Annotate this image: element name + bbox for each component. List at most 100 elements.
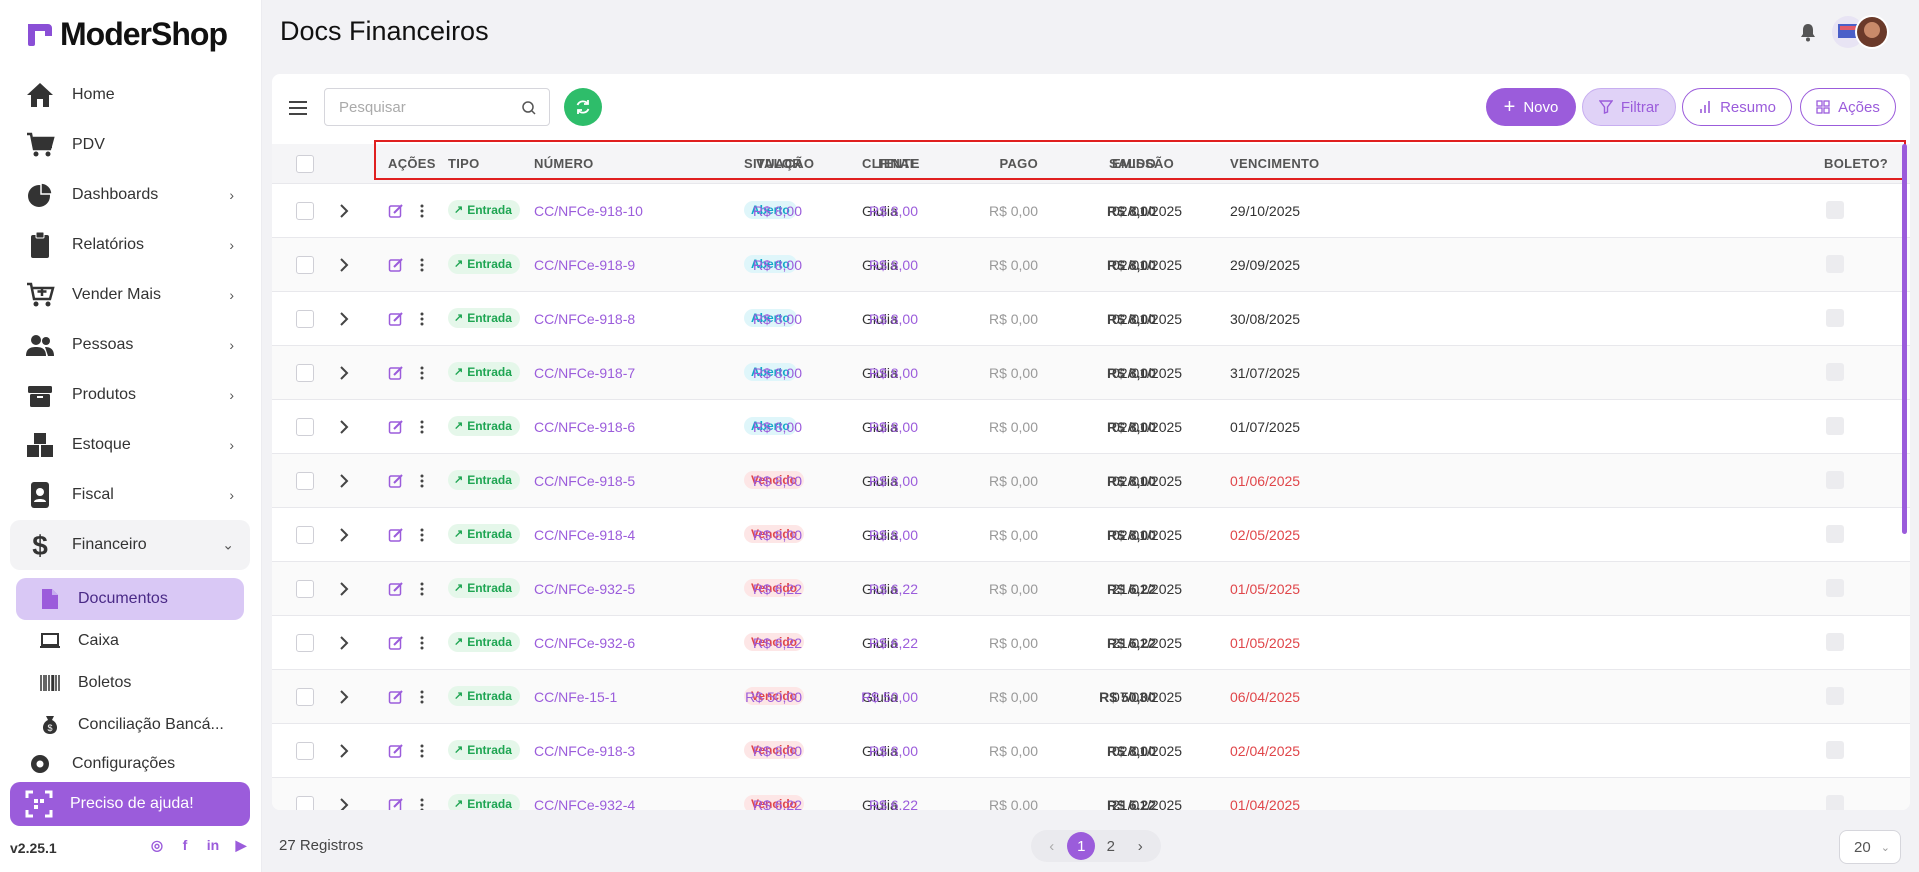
- edit-icon[interactable]: [388, 797, 404, 810]
- page-1-button[interactable]: 1: [1067, 832, 1096, 860]
- table-scrollbar[interactable]: [1902, 144, 1907, 534]
- more-vertical-icon[interactable]: [418, 526, 426, 544]
- col-emissao[interactable]: EMISSÃO: [1112, 156, 1175, 171]
- more-vertical-icon[interactable]: [418, 688, 426, 706]
- table-row[interactable]: ↗ Entrada CC/NFCe-918-3 Vencido Giulia 02…: [272, 724, 1910, 778]
- col-situacao[interactable]: SITUAÇÃO: [744, 156, 815, 171]
- chevron-right-icon[interactable]: [334, 201, 354, 221]
- prev-page-button[interactable]: ‹: [1049, 837, 1055, 855]
- actions-button[interactable]: Ações: [1800, 88, 1896, 126]
- document-number-link[interactable]: CC/NFCe-918-8: [534, 311, 636, 327]
- row-checkbox[interactable]: [296, 796, 314, 810]
- table-row[interactable]: ↗ Entrada CC/NFCe-918-4 Vencido Giulia 02…: [272, 508, 1910, 562]
- boleto-checkbox[interactable]: [1826, 687, 1844, 705]
- chevron-right-icon[interactable]: [334, 579, 354, 599]
- new-button[interactable]: + Novo: [1486, 88, 1576, 126]
- row-checkbox[interactable]: [296, 742, 314, 760]
- per-page-select[interactable]: 20 ⌄: [1839, 830, 1901, 864]
- col-cliente[interactable]: CLIENTE: [862, 156, 920, 171]
- document-number-link[interactable]: CC/NFCe-918-7: [534, 365, 636, 381]
- more-vertical-icon[interactable]: [418, 472, 426, 490]
- row-checkbox[interactable]: [296, 526, 314, 544]
- more-vertical-icon[interactable]: [418, 202, 426, 220]
- boleto-checkbox[interactable]: [1826, 363, 1844, 381]
- chevron-right-icon[interactable]: [334, 363, 354, 383]
- edit-icon[interactable]: [388, 581, 404, 597]
- logo[interactable]: ModerShop: [26, 16, 228, 52]
- sidebar-item-configuracoes[interactable]: Configurações: [10, 746, 250, 782]
- row-checkbox[interactable]: [296, 634, 314, 652]
- boleto-checkbox[interactable]: [1826, 309, 1844, 327]
- search-input[interactable]: [325, 89, 505, 125]
- sidebar-item-financeiro[interactable]: $ Financeiro ⌄: [10, 520, 250, 570]
- document-number-link[interactable]: CC/NFe-15-1: [534, 689, 618, 705]
- boleto-checkbox[interactable]: [1826, 255, 1844, 273]
- boleto-checkbox[interactable]: [1826, 795, 1844, 810]
- row-checkbox[interactable]: [296, 688, 314, 706]
- table-row[interactable]: ↗ Entrada CC/NFCe-918-8 Aberto Giulia 02/…: [272, 292, 1910, 346]
- col-boleto[interactable]: BOLETO?: [1824, 156, 1888, 171]
- table-row[interactable]: ↗ Entrada CC/NFe-15-1 Vencido Giulia 07/0…: [272, 670, 1910, 724]
- document-number-link[interactable]: CC/NFCe-918-10: [534, 203, 643, 219]
- more-vertical-icon[interactable]: [418, 364, 426, 382]
- linkedin-icon[interactable]: in: [206, 837, 220, 853]
- hamburger-menu-icon[interactable]: [286, 96, 310, 120]
- boleto-checkbox[interactable]: [1826, 579, 1844, 597]
- edit-icon[interactable]: [388, 743, 404, 759]
- summary-button[interactable]: Resumo: [1682, 88, 1792, 126]
- edit-icon[interactable]: [388, 365, 404, 381]
- table-row[interactable]: ↗ Entrada CC/NFCe-918-5 Vencido Giulia 02…: [272, 454, 1910, 508]
- sidebar-item-pessoas[interactable]: Pessoas ›: [10, 320, 250, 370]
- select-all-checkbox[interactable]: [296, 155, 314, 173]
- edit-icon[interactable]: [388, 203, 404, 219]
- table-row[interactable]: ↗ Entrada CC/NFCe-918-9 Aberto Giulia 02/…: [272, 238, 1910, 292]
- boleto-checkbox[interactable]: [1826, 741, 1844, 759]
- col-saldo[interactable]: SALDO: [1109, 156, 1156, 171]
- subnav-item-0[interactable]: Documentos: [16, 578, 244, 620]
- boleto-checkbox[interactable]: [1826, 471, 1844, 489]
- bell-icon[interactable]: [1798, 22, 1818, 42]
- subnav-item-3[interactable]: $ Conciliação Bancá...: [16, 704, 244, 746]
- more-vertical-icon[interactable]: [418, 742, 426, 760]
- youtube-icon[interactable]: ▶: [235, 836, 247, 853]
- table-row[interactable]: ↗ Entrada CC/NFCe-918-10 Aberto Giulia 02…: [272, 184, 1910, 238]
- facebook-icon[interactable]: f: [182, 837, 188, 853]
- row-checkbox[interactable]: [296, 310, 314, 328]
- boleto-checkbox[interactable]: [1826, 633, 1844, 651]
- col-tipo[interactable]: TIPO: [448, 156, 480, 171]
- table-row[interactable]: ↗ Entrada CC/NFCe-932-6 Vencido Giulia 21…: [272, 616, 1910, 670]
- chevron-right-icon[interactable]: [334, 687, 354, 707]
- more-vertical-icon[interactable]: [418, 580, 426, 598]
- row-checkbox[interactable]: [296, 580, 314, 598]
- page-2-button[interactable]: 2: [1106, 837, 1115, 855]
- edit-icon[interactable]: [388, 311, 404, 327]
- edit-icon[interactable]: [388, 257, 404, 273]
- user-avatar[interactable]: [1830, 14, 1892, 50]
- edit-icon[interactable]: [388, 635, 404, 651]
- boleto-checkbox[interactable]: [1826, 417, 1844, 435]
- document-number-link[interactable]: CC/NFCe-932-4: [534, 797, 636, 810]
- table-row[interactable]: ↗ Entrada CC/NFCe-932-4 Vencido Giulia 21…: [272, 778, 1910, 810]
- sidebar-item-home[interactable]: Home: [10, 70, 250, 120]
- search-icon[interactable]: [521, 100, 537, 116]
- more-vertical-icon[interactable]: [418, 634, 426, 652]
- col-vencimento[interactable]: VENCIMENTO: [1230, 156, 1320, 171]
- boleto-checkbox[interactable]: [1826, 201, 1844, 219]
- chevron-right-icon[interactable]: [334, 633, 354, 653]
- next-page-button[interactable]: ›: [1137, 837, 1143, 855]
- chevron-right-icon[interactable]: [334, 417, 354, 437]
- document-number-link[interactable]: CC/NFCe-932-6: [534, 635, 636, 651]
- chevron-right-icon[interactable]: [334, 471, 354, 491]
- col-final[interactable]: FINAL: [878, 156, 918, 171]
- chevron-right-icon[interactable]: [334, 525, 354, 545]
- col-pago[interactable]: PAGO: [999, 156, 1038, 171]
- sidebar-item-relat-rios[interactable]: Relatórios ›: [10, 220, 250, 270]
- subnav-item-1[interactable]: Caixa: [16, 620, 244, 662]
- document-number-link[interactable]: CC/NFCe-918-4: [534, 527, 636, 543]
- help-button[interactable]: Preciso de ajuda!: [10, 782, 250, 826]
- document-number-link[interactable]: CC/NFCe-918-9: [534, 257, 636, 273]
- sidebar-item-estoque[interactable]: Estoque ›: [10, 420, 250, 470]
- sidebar-item-fiscal[interactable]: Fiscal ›: [10, 470, 250, 520]
- document-number-link[interactable]: CC/NFCe-932-5: [534, 581, 636, 597]
- more-vertical-icon[interactable]: [418, 256, 426, 274]
